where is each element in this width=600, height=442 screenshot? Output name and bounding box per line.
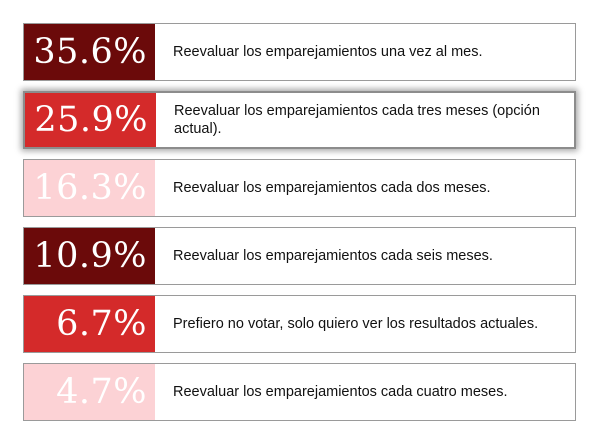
option-label: Reevaluar los emparejamientos una vez al… [173,44,483,60]
poll-results: 35.6% Reevaluar los emparejamientos una … [23,23,576,421]
poll-option[interactable]: 10.9% Reevaluar los emparejamientos cada… [23,227,576,285]
poll-option[interactable]: 16.3% Reevaluar los emparejamientos cada… [23,159,576,217]
option-label: Reevaluar los emparejamientos cada tres … [174,103,540,137]
option-label: Reevaluar los emparejamientos cada dos m… [173,180,491,196]
option-label: Prefiero no votar, solo quiero ver los r… [173,316,539,332]
poll-option[interactable]: 35.6% Reevaluar los emparejamientos una … [23,23,576,81]
poll-option[interactable]: 6.7% Prefiero no votar, solo quiero ver … [23,295,576,353]
option-percent: 6.7% [24,296,155,352]
option-percent: 16.3% [24,160,155,216]
option-label: Reevaluar los emparejamientos cada seis … [173,248,493,264]
option-percent: 4.7% [24,364,155,420]
option-percent: 10.9% [24,228,155,284]
poll-option[interactable]: 25.9% Reevaluar los emparejamientos cada… [23,91,576,149]
poll-option[interactable]: 4.7% Reevaluar los emparejamientos cada … [23,363,576,421]
option-label: Reevaluar los emparejamientos cada cuatr… [173,384,508,400]
option-percent: 25.9% [25,93,156,147]
option-percent: 35.6% [24,24,155,80]
